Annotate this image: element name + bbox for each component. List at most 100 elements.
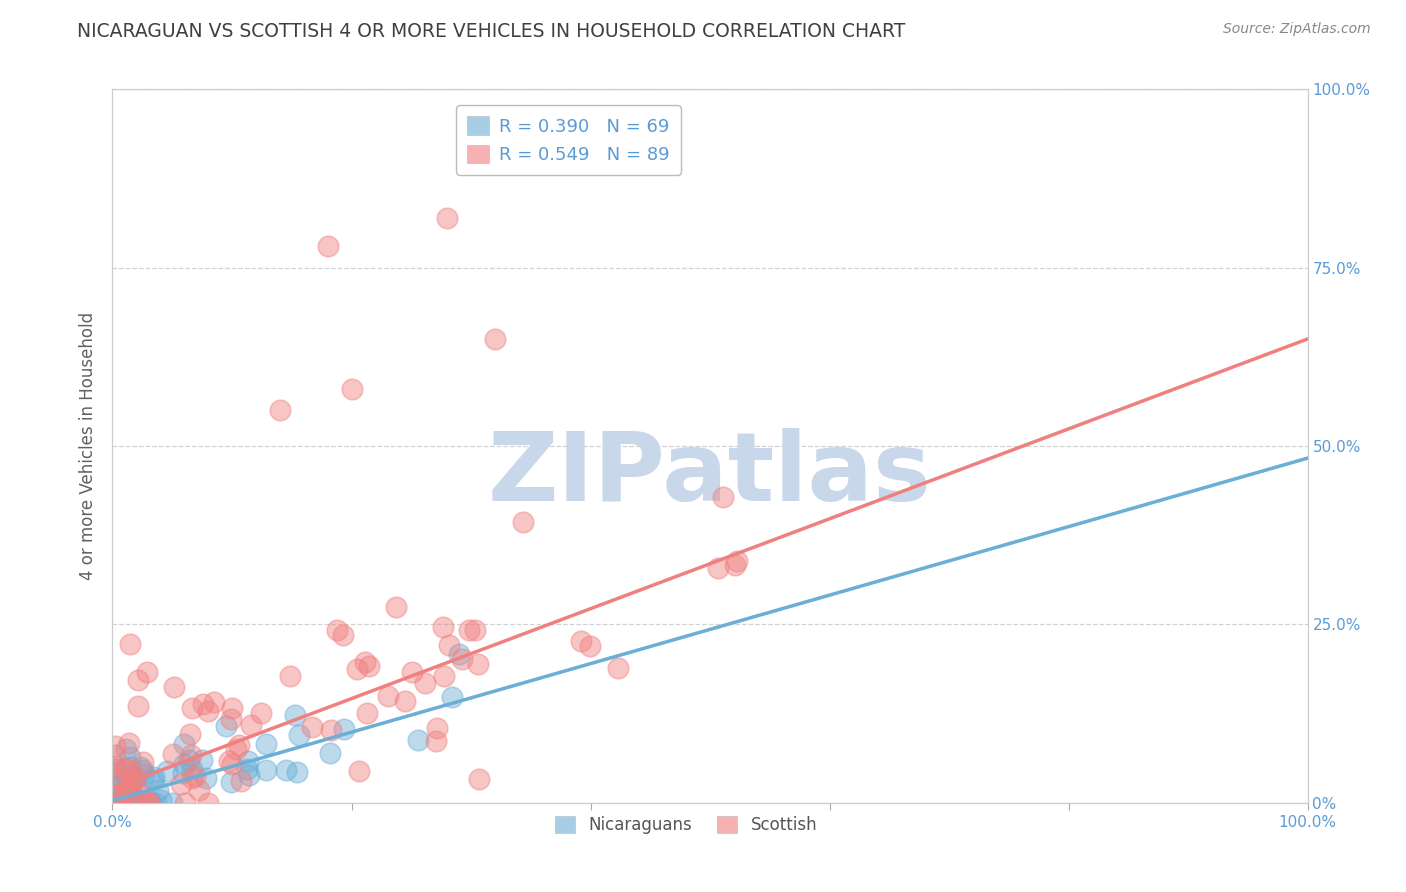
- Point: [170, 777, 193, 791]
- Point: [188, 783, 211, 797]
- Point: [332, 628, 354, 642]
- Point: [145, 796, 167, 810]
- Point: [197, 796, 219, 810]
- Point: [132, 764, 155, 778]
- Point: [139, 794, 162, 808]
- Point: [125, 771, 148, 785]
- Point: [117, 782, 139, 797]
- Point: [724, 558, 747, 573]
- Point: [104, 748, 127, 763]
- Point: [162, 796, 184, 810]
- Point: [115, 796, 138, 810]
- Point: [179, 727, 201, 741]
- Point: [440, 690, 463, 705]
- Point: [139, 796, 162, 810]
- Point: [569, 634, 592, 648]
- Point: [433, 669, 456, 683]
- Point: [240, 718, 263, 732]
- Point: [142, 772, 165, 787]
- Point: [359, 659, 381, 673]
- Point: [135, 796, 157, 810]
- Point: [127, 673, 149, 688]
- Legend: Nicaraguans, Scottish: Nicaraguans, Scottish: [548, 809, 824, 841]
- Point: [285, 765, 308, 780]
- Point: [512, 515, 534, 529]
- Point: [467, 772, 489, 787]
- Point: [236, 754, 259, 768]
- Point: [425, 733, 447, 747]
- Point: [118, 735, 141, 749]
- Point: [110, 796, 132, 810]
- Point: [191, 753, 214, 767]
- Point: [707, 561, 730, 575]
- Point: [135, 796, 157, 810]
- Point: [436, 211, 458, 225]
- Point: [180, 747, 202, 762]
- Point: [194, 772, 217, 786]
- Point: [254, 738, 277, 752]
- Point: [221, 757, 243, 772]
- Point: [254, 763, 277, 777]
- Point: [121, 796, 143, 810]
- Point: [235, 762, 257, 776]
- Point: [107, 793, 129, 807]
- Point: [107, 780, 129, 794]
- Point: [117, 796, 139, 810]
- Point: [120, 759, 142, 773]
- Point: [606, 661, 628, 675]
- Point: [124, 793, 146, 807]
- Point: [202, 695, 225, 709]
- Point: [135, 665, 157, 679]
- Text: NICARAGUAN VS SCOTTISH 4 OR MORE VEHICLES IN HOUSEHOLD CORRELATION CHART: NICARAGUAN VS SCOTTISH 4 OR MORE VEHICLE…: [77, 22, 905, 41]
- Point: [451, 651, 474, 665]
- Point: [120, 750, 142, 764]
- Point: [124, 772, 146, 786]
- Point: [104, 739, 127, 753]
- Point: [150, 792, 173, 806]
- Point: [138, 796, 160, 810]
- Point: [221, 701, 243, 715]
- Point: [120, 796, 142, 810]
- Point: [181, 771, 204, 785]
- Point: [457, 624, 479, 638]
- Point: [108, 764, 131, 778]
- Point: [301, 720, 323, 734]
- Point: [229, 774, 252, 789]
- Point: [115, 762, 138, 776]
- Point: [711, 490, 734, 504]
- Point: [134, 767, 156, 781]
- Point: [122, 796, 145, 810]
- Point: [180, 701, 202, 715]
- Point: [447, 647, 470, 661]
- Point: [103, 760, 125, 774]
- Point: [127, 699, 149, 714]
- Point: [118, 764, 141, 779]
- Point: [127, 785, 149, 799]
- Point: [439, 638, 461, 652]
- Point: [142, 771, 165, 785]
- Point: [115, 770, 138, 784]
- Point: [121, 796, 143, 810]
- Point: [115, 741, 138, 756]
- Point: [108, 796, 131, 810]
- Point: [122, 792, 145, 806]
- Point: [114, 780, 136, 795]
- Point: [112, 796, 135, 810]
- Point: [163, 680, 186, 694]
- Point: [111, 796, 134, 810]
- Point: [484, 332, 506, 346]
- Point: [111, 796, 134, 810]
- Point: [156, 764, 179, 778]
- Point: [110, 771, 132, 785]
- Point: [111, 773, 134, 788]
- Point: [162, 747, 184, 761]
- Point: [118, 637, 141, 651]
- Point: [215, 719, 238, 733]
- Point: [228, 739, 250, 753]
- Point: [467, 657, 489, 671]
- Point: [280, 669, 302, 683]
- Point: [108, 796, 131, 810]
- Point: [284, 707, 307, 722]
- Point: [274, 764, 297, 778]
- Point: [174, 796, 197, 810]
